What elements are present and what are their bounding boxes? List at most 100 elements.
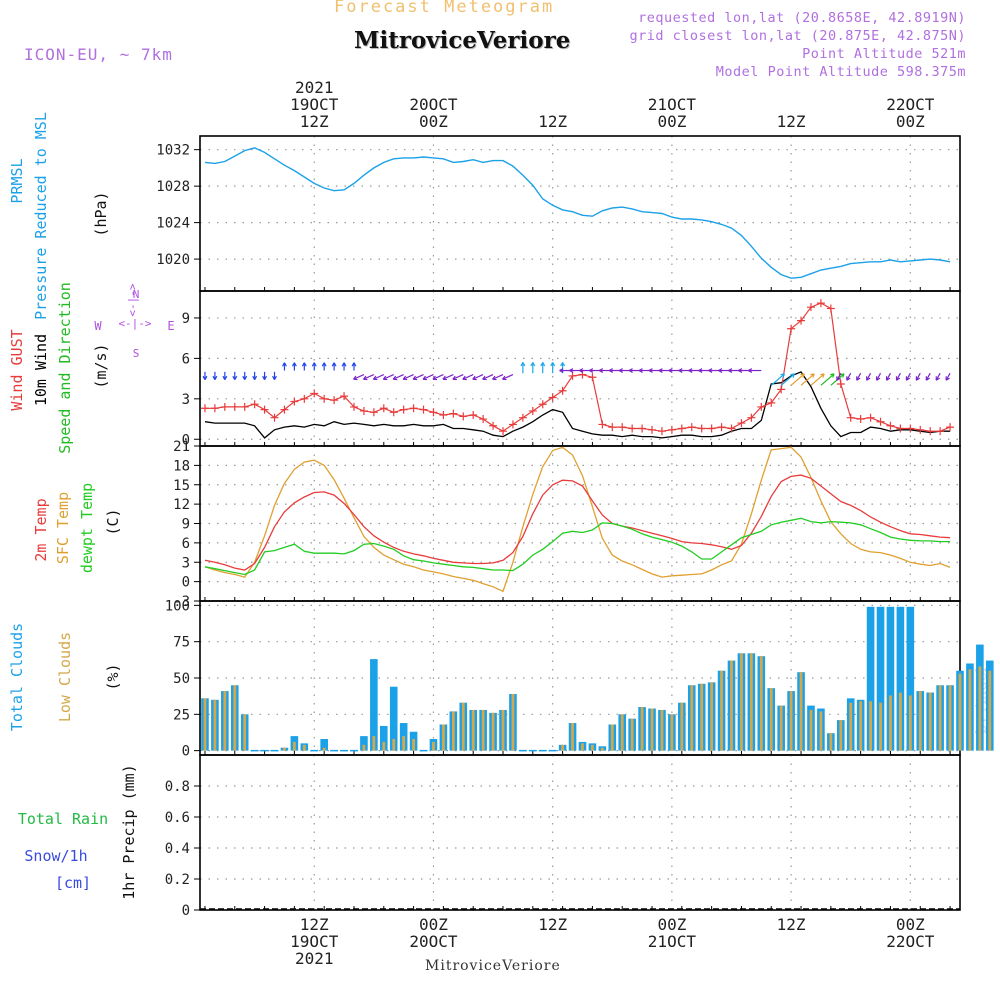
y-tick-label: 25 [173, 707, 190, 723]
wind-vector-head [291, 362, 297, 367]
wind-vector-head [810, 373, 815, 378]
low-cloud-bar [223, 691, 227, 751]
wind-vector-head [502, 375, 507, 381]
gust-marker [230, 402, 239, 411]
wind-vector-head [728, 368, 733, 373]
gust-marker [876, 417, 885, 426]
wind-vector-head [790, 373, 795, 378]
low-cloud-bar [581, 743, 584, 751]
low-cloud-bar [213, 699, 217, 751]
low-cloud-bar [571, 723, 574, 751]
wind-vector-head [698, 368, 703, 373]
low-cloud-bar [799, 672, 803, 751]
gust-marker [260, 405, 269, 414]
wind-vector [412, 374, 424, 380]
wind-vector [492, 374, 504, 380]
total-cloud-bar [320, 739, 328, 751]
low-cloud-bar [491, 712, 495, 751]
y-tick-label: 9 [182, 311, 190, 327]
wind-dir-label: Speed and Direction [56, 282, 74, 454]
gust-marker [240, 402, 249, 411]
gust-marker [717, 423, 726, 432]
wind-vector [895, 372, 901, 381]
wind-vector-head [422, 375, 428, 381]
point-altitude: Point Altitude 521m [802, 46, 966, 62]
low-cloud-bar [988, 670, 992, 751]
wind-vector [810, 373, 825, 386]
compass-w: W [94, 319, 102, 333]
gust-marker [677, 424, 686, 433]
wind-vector [462, 374, 474, 380]
low-cloud-bar [789, 691, 793, 751]
gust-marker [479, 415, 488, 424]
top-time-label: 2021 [295, 78, 334, 97]
y-tick-label: 1028 [156, 179, 190, 195]
gust-marker [459, 412, 468, 421]
pressure-line [204, 147, 951, 279]
gust-marker [707, 424, 716, 433]
low-cloud-bar [879, 702, 882, 751]
total-cloud-bar [370, 659, 378, 751]
wind-vector-head [559, 368, 564, 373]
wind-vector-head [540, 362, 546, 367]
wind-gust-line [205, 302, 951, 432]
wind-vector [800, 373, 815, 386]
low-cloud-bar [928, 692, 932, 751]
low-cloud-bar [839, 720, 843, 751]
model-altitude: Model Point Altitude 598.375m [715, 64, 966, 80]
footer-station: MitroviceVeriore [425, 958, 561, 974]
low-cloud-bar [203, 698, 207, 751]
low-cloud-bar [819, 711, 823, 751]
wind-vector [915, 372, 921, 381]
wind-vector-head [708, 368, 713, 373]
total-cloud-bar [360, 736, 368, 751]
low-cloud-bar [243, 714, 247, 751]
wind-vector-head [382, 375, 388, 381]
wind-vector-head [579, 368, 584, 373]
wind-vector-head [668, 368, 673, 373]
gust-marker [896, 424, 905, 433]
clouds-unit: (%) [104, 663, 122, 690]
low-cloud-bar [829, 733, 833, 751]
low-cloud-bar [650, 708, 654, 751]
bottom-time-label: 20OCT [409, 932, 458, 951]
wind-vector [935, 372, 941, 381]
compass-s: S [133, 347, 140, 360]
low-cloud-bar [412, 739, 415, 751]
total-cloud-bar [886, 606, 895, 751]
top-time-label: 00Z [657, 112, 686, 131]
y-tick-label: 100 [165, 598, 190, 614]
gust-marker [489, 421, 498, 430]
low-cloud-bar [779, 705, 783, 751]
low-cloud-bar [292, 741, 296, 751]
wind-vector [363, 374, 375, 380]
low-cloud-bar [759, 656, 763, 751]
wind-vector-head [212, 375, 218, 380]
wind-vector-head [392, 375, 398, 381]
wind-vector-head [846, 376, 851, 381]
gust-marker [499, 427, 508, 436]
low-cloud-bar [948, 685, 952, 751]
y-tick-label: 12 [173, 497, 190, 513]
gust-marker [290, 397, 299, 406]
y-tick-label: 0.8 [165, 779, 190, 795]
gust-marker [787, 324, 796, 333]
low-cloud-bar [869, 701, 872, 751]
gust-marker [419, 405, 428, 414]
pressure-label-prmsl: PRMSL [8, 158, 26, 203]
wind-vector-head [780, 373, 786, 378]
wind-vector-head [820, 373, 825, 378]
wind-vector-head [836, 376, 841, 381]
low-cloud-bar [233, 685, 237, 751]
low-cloud-bar [600, 747, 604, 751]
compass-e: E [167, 319, 174, 333]
gust-marker [200, 404, 209, 413]
low-cloud-bar [740, 653, 743, 751]
gust-marker [906, 424, 915, 433]
wind-vector [866, 372, 872, 381]
wind-vector-head [638, 368, 643, 373]
pressure-unit: (hPa) [92, 191, 110, 236]
wind-vector-head [442, 375, 447, 381]
y-tick-label: 18 [173, 458, 190, 474]
gust-marker [220, 402, 229, 411]
